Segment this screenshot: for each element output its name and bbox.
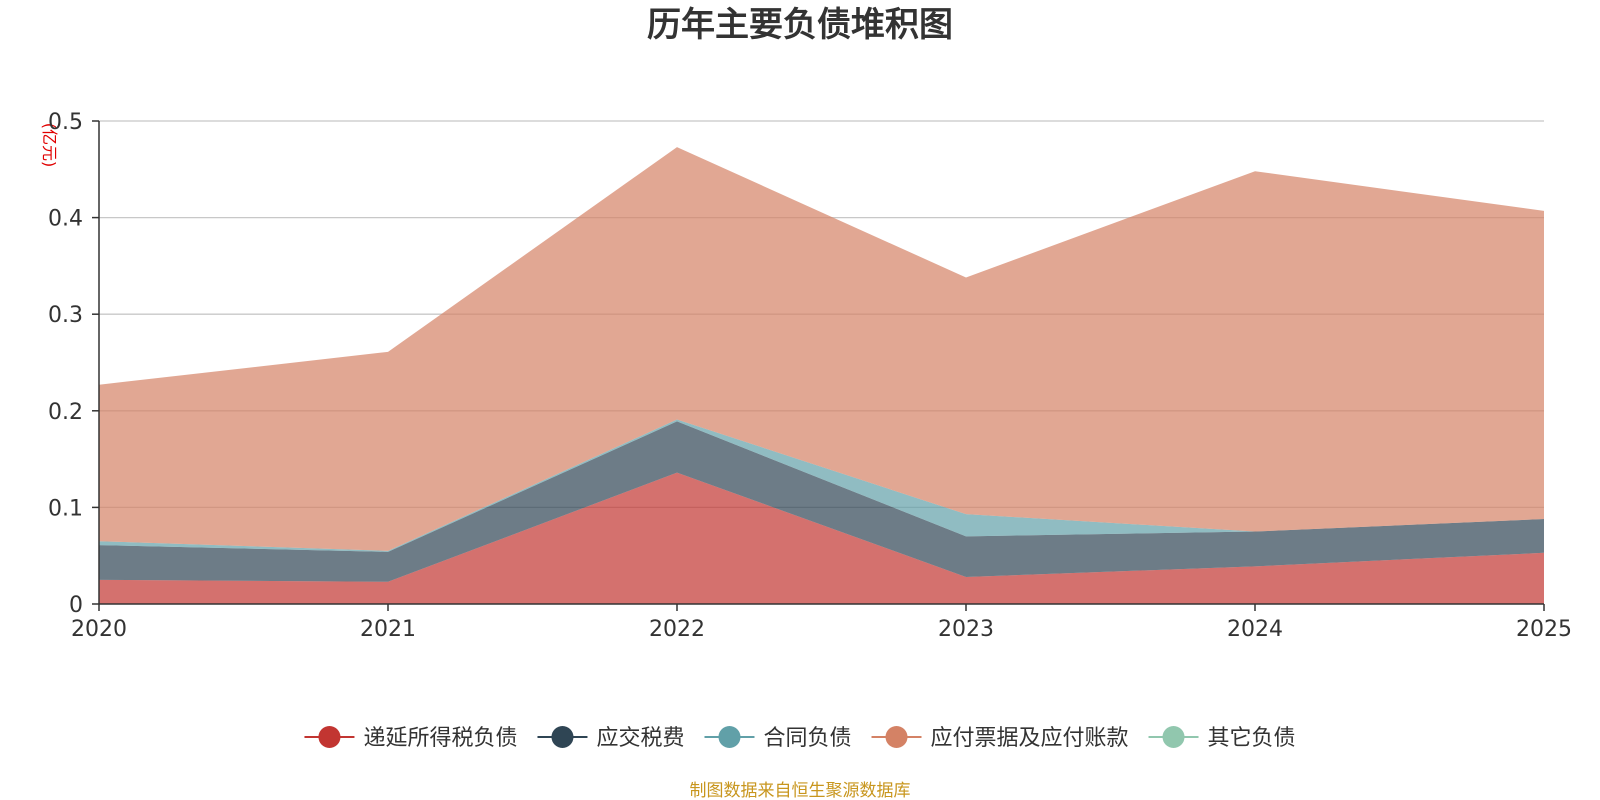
- series-area-1: [99, 421, 1544, 582]
- legend-label-3: 应付票据及应付账款: [931, 726, 1129, 751]
- legend-item-0[interactable]: 递延所得税负债: [304, 726, 517, 751]
- y-tick-label-2: 0.2: [48, 400, 83, 425]
- y-axis-unit: (亿元): [40, 123, 59, 168]
- legend-item-2[interactable]: 合同负债: [704, 726, 852, 751]
- legend[interactable]: 递延所得税负债 应交税费 合同负债 应付票据及应付账款 其它负债: [304, 726, 1296, 751]
- axes: 0 0.1 0.2 0.3 0.4 0.5 2020 2021 2022 2023 2024 2025: [48, 110, 1572, 642]
- series-area-2: [99, 419, 1544, 552]
- legend-item-3[interactable]: 应付票据及应付账款: [871, 726, 1129, 751]
- y-tick-label-0: 0: [69, 593, 83, 618]
- chart-title: 历年主要负债堆积图: [647, 5, 953, 45]
- legend-label-2: 合同负债: [763, 726, 851, 751]
- legend-marker-2: [718, 726, 741, 748]
- y-tick-label-5: 0.5: [48, 110, 83, 135]
- y-tick-label-3: 0.3: [48, 303, 83, 328]
- series-area-3: [99, 147, 1544, 551]
- series-areas: [99, 147, 1544, 604]
- legend-marker-1: [551, 726, 574, 748]
- x-tick-label-1: 2021: [360, 617, 416, 642]
- series-area-0: [99, 472, 1544, 604]
- legend-label-4: 其它负债: [1208, 726, 1296, 751]
- legend-marker-3: [885, 726, 908, 748]
- x-tick-label-0: 2020: [71, 617, 127, 642]
- y-tick-label-1: 0.1: [48, 496, 83, 521]
- legend-label-1: 应交税费: [596, 726, 684, 751]
- x-tick-label-5: 2025: [1516, 617, 1572, 642]
- x-tick-label-3: 2023: [938, 617, 994, 642]
- source-note: 制图数据来自恒生聚源数据库: [690, 781, 911, 800]
- x-tick-label-4: 2024: [1227, 617, 1283, 642]
- legend-item-4[interactable]: 其它负债: [1148, 726, 1296, 751]
- legend-label-0: 递延所得税负债: [363, 726, 517, 751]
- legend-marker-4: [1162, 726, 1185, 748]
- legend-marker-0: [318, 726, 341, 748]
- x-tick-label-2: 2022: [649, 617, 705, 642]
- y-tick-label-4: 0.4: [48, 207, 83, 232]
- legend-item-1[interactable]: 应交税费: [537, 726, 684, 751]
